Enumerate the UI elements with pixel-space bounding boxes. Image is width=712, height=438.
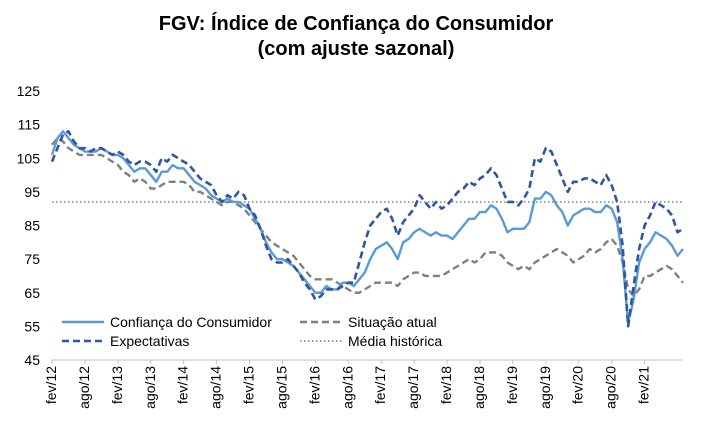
x-tick-label-fev/21: fev/21 [636, 366, 652, 404]
x-tick-label-ago/20: ago/20 [603, 366, 619, 409]
y-tick-label-45: 45 [24, 352, 40, 368]
y-tick-label-75: 75 [24, 251, 40, 267]
series-line-expectativas [50, 130, 684, 328]
series-line-confianca-do-consumidor [50, 130, 684, 325]
x-tick-label-fev/16: fev/16 [306, 366, 322, 404]
axes: 45 55 65 75 85 95 105 115 125 fev/12 ago/12 fev/13 a… [17, 83, 683, 409]
y-tick-label-115: 115 [18, 117, 41, 133]
x-tick-label-fev/12: fev/12 [43, 366, 59, 404]
x-tick-label-fev/17: fev/17 [372, 366, 388, 404]
chart-title-main: FGV: Índice de Confiança do Consumidor [158, 13, 554, 35]
y-tick-label-125: 125 [17, 83, 41, 99]
legend-label-media-historica: Média histórica [348, 333, 442, 349]
legend-label-expectativas: Expectativas [110, 333, 189, 349]
x-tick-label-ago/13: ago/13 [142, 366, 158, 409]
series-line-situacao-atual [51, 136, 684, 298]
x-tick-label-ago/19: ago/19 [537, 366, 553, 409]
y-tick-label-85: 85 [24, 218, 40, 234]
x-tick-label-ago/15: ago/15 [273, 366, 289, 409]
y-tick-label-65: 65 [24, 285, 40, 301]
x-tick-label-ago/17: ago/17 [405, 366, 421, 409]
legend-label-situacao-atual: Situação atual [348, 314, 437, 330]
x-tick-label-ago/16: ago/16 [339, 366, 355, 409]
y-tick-label-105: 105 [17, 150, 41, 166]
x-tick-label-fev/20: fev/20 [570, 366, 586, 404]
chart-title: FGV: Índice de Confiança do Consumidor (… [0, 12, 712, 62]
x-tick-label-ago/12: ago/12 [76, 366, 92, 409]
legend: Confiança do Consumidor Situação atual Exp… [62, 314, 442, 349]
chart-subtitle: (com ajuste sazonal) [257, 38, 455, 60]
x-tick-label-ago/18: ago/18 [471, 366, 487, 409]
x-tick-label-fev/13: fev/13 [109, 366, 125, 404]
x-tick-label-fev/18: fev/18 [438, 366, 454, 404]
series-layer [50, 130, 684, 328]
y-tick-label-95: 95 [24, 184, 40, 200]
x-tick-label-fev/15: fev/15 [241, 366, 257, 404]
x-tick-label-ago/14: ago/14 [208, 366, 224, 409]
legend-label-confianca-do-consumidor: Confiança do Consumidor [110, 314, 272, 330]
x-tick-label-fev/19: fev/19 [504, 366, 520, 404]
x-tick-label-fev/14: fev/14 [175, 366, 191, 404]
y-tick-label-55: 55 [24, 318, 40, 334]
